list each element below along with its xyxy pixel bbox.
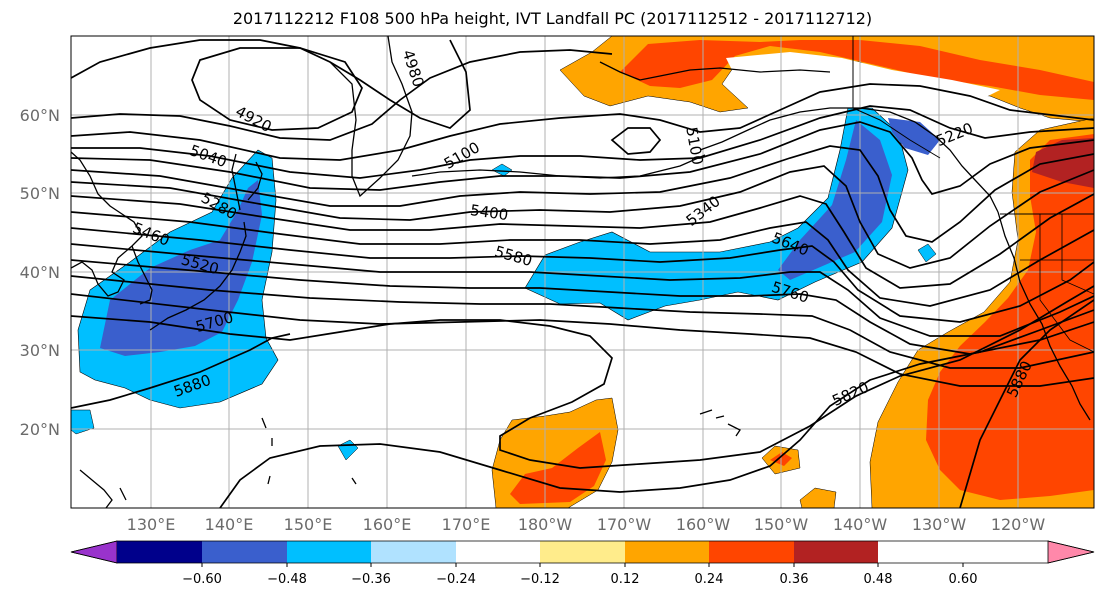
height-contours: [71, 39, 1094, 508]
contour-5220: [71, 121, 1094, 195]
colorbar-bin: [456, 541, 540, 563]
colorbar-bin: [202, 541, 287, 563]
contour-5880: [71, 333, 291, 409]
lat-label: 50°N: [20, 184, 60, 203]
contour-5460: [71, 211, 1094, 307]
contour-4980: [71, 39, 471, 129]
latitude-labels: 60°N 50°N 40°N 30°N 20°N: [20, 106, 60, 439]
colorbar-extend-left: [70, 540, 118, 564]
contour-5520: [71, 227, 1094, 323]
contour-4920-closed: [191, 47, 363, 131]
coast-bering: [599, 61, 831, 81]
lon-label: 120°W: [991, 515, 1046, 534]
colorbar-label: −0.48: [267, 572, 307, 587]
border-alaska-canada: [852, 36, 941, 159]
contour-label: 5400: [469, 201, 509, 224]
contour-5640: [71, 259, 1094, 355]
coast-north-america: [997, 211, 1091, 421]
colorbar-ticks: [201, 563, 964, 567]
ivt-gulf-alaska-core: [888, 118, 940, 155]
lon-label: 180°W: [518, 515, 573, 534]
contour-5820: [71, 285, 1094, 469]
lon-label: 160°E: [363, 515, 412, 534]
ivt-arctic-red: [620, 40, 1094, 100]
colorbar-label: 0.24: [695, 572, 724, 587]
contour-5760: [71, 293, 1094, 387]
border-us-states: [1020, 214, 1094, 353]
contour-5100: [71, 83, 1094, 161]
ivt-hawaii-red: [510, 432, 606, 504]
lat-label: 30°N: [20, 341, 60, 360]
contour-5280: [71, 145, 1094, 243]
lon-label: 170°E: [442, 515, 491, 534]
map-title: 2017112212 F108 500 hPa height, IVT Land…: [232, 9, 873, 28]
lat-label: 20°N: [20, 420, 60, 439]
contour-5340: [71, 165, 1094, 269]
ivt-arctic-hole: [726, 52, 1000, 98]
ivt-east-pacific-red: [926, 134, 1094, 500]
contour-5100-closed: [610, 127, 662, 155]
ivt-small-blob-4: [71, 409, 95, 435]
coast-hawaii: [699, 409, 741, 437]
contour-5160: [71, 105, 1094, 179]
colorbar-label: −0.36: [351, 572, 391, 587]
coast-japan: [149, 161, 263, 331]
colorbar-bin: [625, 541, 709, 563]
ivt-small-blob-1: [491, 163, 513, 177]
lat-label: 40°N: [20, 263, 60, 282]
coast-philippines: [79, 469, 127, 508]
lat-label: 60°N: [20, 106, 60, 125]
lon-label: 140°E: [205, 515, 254, 534]
coast-alaska: [699, 107, 999, 213]
colorbar-outline: [70, 540, 1095, 564]
coast-islands: [261, 417, 357, 485]
contour-5400: [71, 193, 1094, 289]
coast-east-asia: [71, 151, 143, 297]
ivt-negative-shading: [71, 107, 940, 461]
lon-label: 140°W: [833, 515, 888, 534]
ivt-small-blob-2: [917, 243, 937, 263]
colorbar: −0.60 −0.48 −0.36 −0.24 −0.12 0.12 0.24 …: [70, 540, 1095, 587]
ivt-small-orange-2: [799, 487, 837, 508]
ivt-positive-shading: [491, 36, 1094, 508]
lon-label: 170°W: [597, 515, 652, 534]
contour-5040: [71, 49, 613, 141]
coast-kamchatka: [329, 36, 413, 198]
colorbar-bin: [371, 541, 456, 563]
lon-label: 160°W: [676, 515, 731, 534]
colorbar-label: −0.12: [520, 572, 560, 587]
map-frame: [70, 35, 1095, 509]
lon-label: 150°E: [284, 515, 333, 534]
lon-label: 150°W: [754, 515, 809, 534]
contour-5880-south: [219, 309, 1094, 508]
gridlines: [71, 36, 1094, 508]
lon-label: 130°W: [912, 515, 967, 534]
colorbar-label: 0.48: [864, 572, 893, 587]
ivt-central-pacific-core: [778, 120, 892, 280]
colorbar-label: 0.60: [949, 572, 978, 587]
colorbar-bin: [709, 541, 794, 563]
colorbar-extend-right: [1047, 540, 1095, 564]
colorbar-bin: [287, 541, 371, 563]
colorbar-label: −0.24: [436, 572, 476, 587]
colorbar-bin: [540, 541, 625, 563]
lon-label: 130°E: [127, 515, 176, 534]
colorbar-label: 0.12: [611, 572, 640, 587]
colorbar-label: −0.60: [182, 572, 222, 587]
contour-5880-east: [959, 299, 1094, 508]
contour-5580: [71, 243, 1094, 337]
colorbar-bin: [117, 541, 202, 563]
longitude-labels: 130°E 140°E 150°E 160°E 170°E 180°W 170°…: [127, 515, 1046, 534]
colorbar-bin: [794, 541, 878, 563]
colorbar-label: 0.36: [780, 572, 809, 587]
